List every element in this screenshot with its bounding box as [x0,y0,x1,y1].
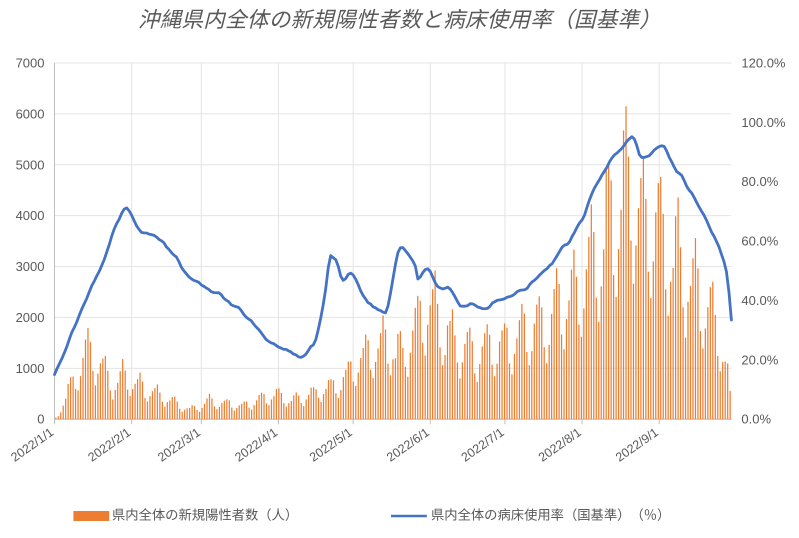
svg-text:2022/3/1: 2022/3/1 [155,425,203,464]
svg-text:20.0%: 20.0% [741,352,778,367]
svg-text:2022/9/1: 2022/9/1 [613,425,661,464]
svg-text:2022/4/1: 2022/4/1 [232,425,280,464]
svg-text:40.0%: 40.0% [741,293,778,308]
svg-text:4000: 4000 [16,208,45,223]
svg-text:3000: 3000 [16,259,45,274]
svg-text:2000: 2000 [16,310,45,325]
svg-text:2022/2/1: 2022/2/1 [85,425,133,464]
svg-text:80.0%: 80.0% [741,174,778,189]
svg-text:0.0%: 0.0% [741,412,771,427]
svg-text:6000: 6000 [16,106,45,121]
svg-text:2022/7/1: 2022/7/1 [459,425,507,464]
svg-text:2022/6/1: 2022/6/1 [384,425,432,464]
svg-text:5000: 5000 [16,157,45,172]
svg-text:120.0%: 120.0% [741,56,786,71]
svg-text:7000: 7000 [16,56,45,71]
svg-text:1000: 1000 [16,361,45,376]
svg-text:2022/8/1: 2022/8/1 [536,425,584,464]
svg-text:100.0%: 100.0% [741,115,786,130]
svg-text:県内全体の新規陽性者数（人）: 県内全体の新規陽性者数（人） [112,507,298,523]
svg-text:0: 0 [37,412,44,427]
svg-text:60.0%: 60.0% [741,234,778,249]
svg-text:県内全体の病床使用率（国基準） （％）: 県内全体の病床使用率（国基準） （％） [431,507,670,523]
svg-text:2022/5/1: 2022/5/1 [307,425,355,464]
svg-text:2022/1/1: 2022/1/1 [8,425,56,464]
